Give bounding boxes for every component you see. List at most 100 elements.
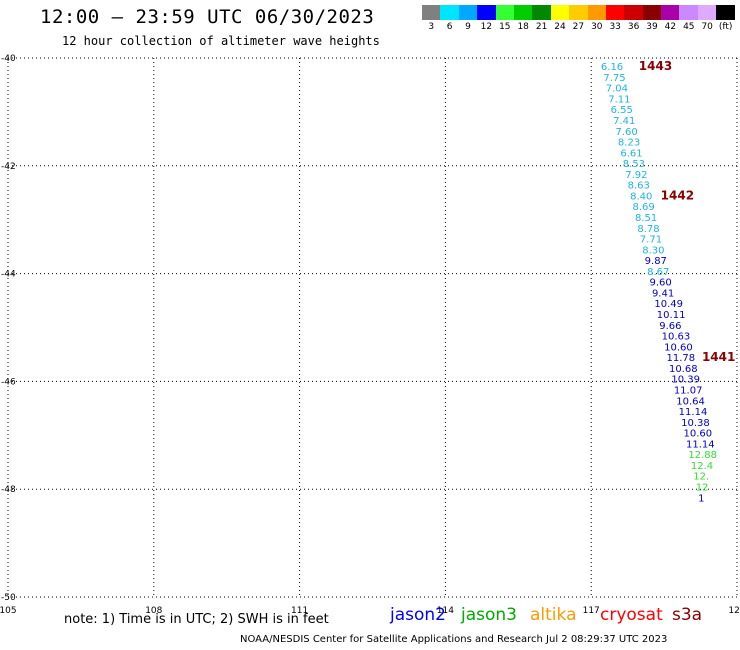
x-tick-label: 111	[291, 606, 308, 616]
legend-swatch	[624, 5, 643, 20]
wave-height-value: 6.61	[620, 148, 642, 159]
legend-swatch	[513, 5, 533, 20]
y-tick-label: -40	[1, 54, 16, 64]
legend-label: 33	[609, 22, 621, 32]
x-tick-label: 108	[145, 606, 162, 616]
x-tick-label: 120	[728, 606, 740, 616]
legend-swatch	[642, 5, 662, 20]
wave-height-value: 7.11	[608, 94, 630, 105]
satellite-jason3: jason3	[461, 605, 517, 625]
wave-height-value: 10.39	[671, 375, 700, 386]
axis-tick-labels: 105 108 111 114 117 120 -40 -42 -44 -46 -48 -50	[0, 54, 740, 616]
x-tick-label: 114	[437, 606, 454, 616]
legend-label: 6	[446, 22, 453, 32]
legend-swatch	[587, 5, 606, 20]
wave-height-value: 11.78	[667, 353, 696, 364]
wave-height-value: 7.41	[613, 116, 635, 127]
footer-note: note: 1) Time is in UTC; 2) SWH is in fe…	[64, 612, 329, 627]
wave-height-value: 8.51	[635, 213, 657, 224]
legend-swatch	[477, 5, 496, 20]
wave-height-labels: 6.167.757.047.116.557.417.608.236.618.53…	[601, 62, 717, 504]
wave-height-value: 10.11	[657, 310, 686, 321]
legend-label: 12	[480, 22, 493, 32]
wave-height-value: 1	[698, 493, 704, 504]
legend-swatch	[440, 5, 459, 20]
wave-height-value: 12.	[693, 472, 709, 483]
legend-label: 15	[499, 22, 511, 32]
wave-height-value: 7.04	[606, 84, 628, 95]
legend-label: 9	[465, 22, 471, 32]
wave-height-value: 9.60	[650, 278, 672, 289]
x-tick-label: 105	[0, 606, 17, 616]
wave-height-value: 8.23	[618, 138, 640, 149]
wave-height-value: 10.60	[664, 342, 693, 353]
wave-height-value: 8.78	[637, 224, 659, 235]
legend-swatch	[697, 5, 717, 20]
wave-height-value: 10.64	[676, 396, 705, 407]
wave-height-value: 8.30	[642, 245, 664, 256]
wave-height-value: 10.60	[684, 429, 713, 440]
legend-label: (ft)	[718, 22, 733, 32]
wave-height-value: 9.41	[652, 288, 674, 299]
wave-height-value: 7.60	[616, 127, 638, 138]
wave-height-value: 10.38	[681, 418, 710, 429]
legend-label: 39	[646, 22, 658, 32]
legend-swatch	[458, 5, 478, 20]
legend-label: 30	[591, 22, 603, 32]
wave-height-value: 7.92	[625, 170, 647, 181]
legend-label: 36	[627, 22, 640, 32]
color-scale-legend	[422, 5, 735, 20]
map-subtitle: 12 hour collection of altimeter wave hei…	[62, 34, 380, 48]
wave-height-value: 8.40	[630, 191, 652, 202]
legend-label: 18	[517, 22, 529, 32]
legend-swatch	[495, 5, 514, 20]
y-tick-label: -44	[1, 270, 16, 280]
x-tick-label: 117	[583, 606, 600, 616]
y-tick-label: -48	[1, 485, 16, 495]
time-labels: 1443 1442 1441	[639, 59, 736, 364]
wave-height-value: 7.75	[603, 73, 625, 84]
legend-swatch	[550, 5, 570, 20]
pass-time-label: 1441	[702, 350, 735, 364]
wave-height-value: 10.49	[654, 299, 683, 310]
wave-height-value: 8.69	[633, 202, 655, 213]
wave-height-value: 12	[696, 483, 709, 494]
legend-label: 27	[572, 22, 585, 32]
wave-height-value: 6.55	[611, 105, 633, 116]
legend-label: 24	[554, 22, 566, 32]
wave-height-value: 8.63	[628, 181, 650, 192]
legend-label: 70	[701, 22, 713, 32]
wave-height-value: 10.68	[669, 364, 698, 375]
wave-height-value: 8.67	[647, 267, 669, 278]
wave-height-value: 11.07	[674, 385, 703, 396]
wave-height-value: 7.71	[640, 235, 662, 246]
y-tick-label: -42	[1, 162, 16, 172]
legend-swatch	[716, 5, 735, 20]
legend-swatch	[661, 5, 680, 20]
pass-time-label: 1443	[639, 59, 672, 73]
map-title: 12:00 – 23:59 UTC 06/30/2023	[40, 6, 375, 28]
legend-label: 21	[535, 22, 548, 32]
satellite-altika: altika	[530, 605, 577, 625]
wave-height-value: 10.63	[662, 332, 691, 343]
legend-label: 3	[428, 22, 435, 32]
legend-label: 42	[664, 22, 677, 32]
wave-height-value: 11.14	[686, 439, 715, 450]
y-tick-label: -50	[1, 593, 16, 603]
wave-height-value: 9.66	[659, 321, 681, 332]
legend-swatch	[422, 5, 441, 20]
credit-line: NOAA/NESDIS Center for Satellite Applica…	[240, 634, 668, 645]
satellite-s3a: s3a	[672, 605, 703, 625]
legend-swatch	[679, 5, 698, 20]
wave-height-value: 12.4	[691, 461, 713, 472]
satellite-cryosat: cryosat	[600, 605, 663, 625]
y-tick-label: -46	[1, 377, 16, 387]
pass-time-label: 1442	[661, 188, 694, 202]
satellite-jason2: jason2	[390, 605, 446, 625]
wave-height-value: 11.14	[679, 407, 708, 418]
wave-height-value: 6.16	[601, 62, 623, 73]
wave-height-value: 9.87	[645, 256, 667, 267]
legend-swatch	[605, 5, 625, 20]
legend-swatch	[569, 5, 588, 20]
